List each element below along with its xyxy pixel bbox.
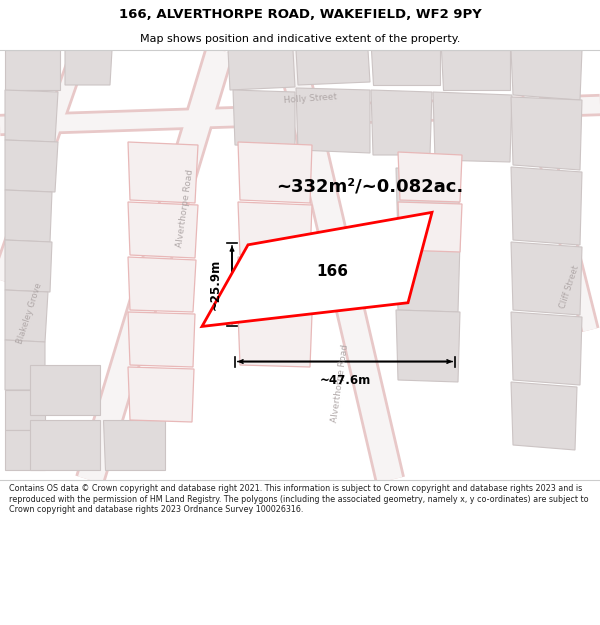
Polygon shape (5, 390, 45, 430)
Polygon shape (103, 420, 165, 470)
Polygon shape (238, 257, 312, 312)
Polygon shape (296, 50, 370, 85)
Polygon shape (5, 50, 60, 90)
Text: Holly Street: Holly Street (283, 92, 337, 104)
Polygon shape (128, 202, 198, 258)
Polygon shape (5, 140, 58, 192)
Polygon shape (128, 142, 198, 203)
Polygon shape (441, 50, 510, 90)
Polygon shape (5, 340, 45, 390)
Polygon shape (398, 152, 462, 202)
Text: Contains OS data © Crown copyright and database right 2021. This information is : Contains OS data © Crown copyright and d… (9, 484, 589, 514)
Text: 166, ALVERTHORPE ROAD, WAKEFIELD, WF2 9PY: 166, ALVERTHORPE ROAD, WAKEFIELD, WF2 9P… (119, 8, 481, 21)
Polygon shape (65, 50, 112, 85)
Polygon shape (5, 240, 52, 292)
Polygon shape (396, 310, 460, 382)
Polygon shape (296, 88, 370, 153)
Polygon shape (433, 92, 512, 162)
Polygon shape (5, 190, 52, 242)
Text: ~332m²/~0.082ac.: ~332m²/~0.082ac. (277, 177, 464, 195)
Polygon shape (5, 430, 45, 470)
Polygon shape (511, 50, 582, 100)
Polygon shape (511, 312, 582, 385)
Polygon shape (128, 367, 194, 422)
Text: Cliff Street: Cliff Street (559, 264, 581, 309)
Text: 166: 166 (317, 264, 349, 279)
Polygon shape (128, 312, 195, 367)
Text: Blakeley Grove: Blakeley Grove (16, 281, 44, 345)
Polygon shape (396, 168, 460, 242)
Polygon shape (202, 213, 432, 326)
Polygon shape (238, 202, 312, 258)
Polygon shape (238, 312, 312, 367)
Polygon shape (511, 242, 582, 315)
Text: Alverthorpe Road: Alverthorpe Road (175, 168, 195, 248)
Polygon shape (5, 290, 48, 342)
Polygon shape (396, 240, 460, 312)
Polygon shape (128, 257, 196, 312)
Text: ~47.6m: ~47.6m (319, 374, 371, 386)
Polygon shape (511, 167, 582, 245)
Polygon shape (371, 90, 432, 155)
Polygon shape (30, 365, 100, 415)
Polygon shape (5, 90, 58, 142)
Polygon shape (511, 382, 577, 450)
Polygon shape (398, 202, 462, 252)
Text: ~25.9m: ~25.9m (209, 259, 222, 311)
Polygon shape (511, 97, 582, 170)
Text: Map shows position and indicative extent of the property.: Map shows position and indicative extent… (140, 34, 460, 44)
Polygon shape (228, 50, 295, 90)
Text: Alverthorpe Road: Alverthorpe Road (330, 344, 350, 423)
Polygon shape (371, 50, 440, 85)
Polygon shape (30, 420, 100, 470)
Polygon shape (238, 142, 312, 203)
Polygon shape (233, 90, 295, 148)
